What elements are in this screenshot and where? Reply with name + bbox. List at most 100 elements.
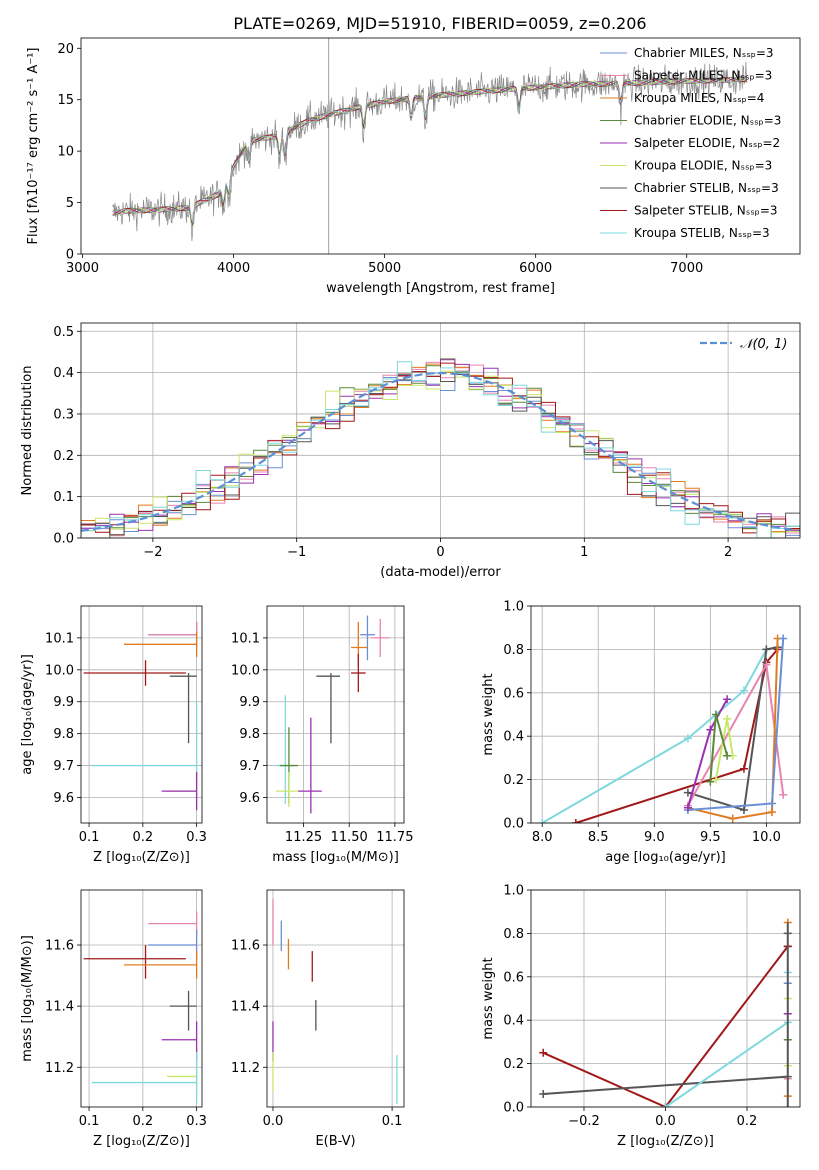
histogram-panel: −2 −1 0 1 2 0.0 0.1 0.2 0.3 0.4 0.5 (data-model)/er… [20,322,801,580]
point-marker-salpeter_elodie [723,695,732,704]
y-tick-label: 1.0 [503,884,524,899]
age-vs-mass-plot-area [276,615,390,814]
axes-frame [80,322,801,539]
x-tick-label: −0.2 [568,1114,600,1129]
point-marker-chabrier_miles [767,799,776,808]
series-line-kroupa_stelib [664,1021,789,1107]
x-tick-label: 7000 [670,261,703,276]
axes-frame [80,37,801,255]
axes-frame [266,889,405,1108]
y-tick-label: 9.8 [53,727,74,742]
x-tick-label: 5000 [368,261,401,276]
x-tick-label: 0.2 [133,830,154,845]
point-marker-kroupa_miles [728,814,737,823]
y-tick-label: 10.0 [45,663,74,678]
y-tick-label: 10.1 [45,631,74,646]
series-line-kroupa_miles [687,638,779,820]
weight-vs-age-panel: 8.0 8.5 9.0 9.5 10.0 0.0 0.2 0.4 0.6 0.8 1.0 age [l… [481,600,801,865]
x-axis-label: wavelength [Angstrom, rest frame] [326,281,555,296]
point-marker-chabrier_elodie [711,710,720,719]
y-tick-label: 9.6 [53,791,74,806]
age-vs-z-panel: 0.1 0.2 0.3 9.6 9.7 9.8 9.9 10.0 10.1 Z [log₁₀(Z/… [20,605,207,865]
series-line-salpeter_miles [687,661,785,807]
y-tick-label: 10 [57,145,74,160]
legend-entry: Chabrier ELODIE, Nₛₛₚ=3 [634,114,781,128]
legend-entry: Kroupa STELIB, Nₛₛₚ=3 [634,226,770,240]
x-tick-label: 11.50 [331,830,368,845]
x-tick-label: 8.0 [532,830,553,845]
y-tick-label: 0.6 [503,686,524,701]
point-marker-chabrier_stelib [762,645,771,654]
model-line-kroupa_stelib [112,77,748,223]
y-tick-label: 5 [66,196,74,211]
x-axis-label: age [log₁₀(age/yr)] [605,850,726,865]
y-tick-label: 0.2 [503,773,524,788]
x-tick-label: 0.1 [79,1114,100,1129]
point-marker-salpeter_miles [762,660,771,669]
point-marker-kroupa_stelib [739,686,748,695]
y-tick-label: 11.2 [231,1061,260,1076]
point-marker-chabrier_stelib [539,1089,548,1098]
histogram-legend: 𝒩(0, 1) [700,337,787,352]
legend-entry: Salpeter MILES, Nₛₛₚ=3 [634,69,772,83]
point-marker-kroupa_stelib [538,819,547,823]
y-tick-label: 10.0 [231,663,260,678]
x-tick-label: 2 [724,545,732,560]
point-marker-chabrier_stelib [683,788,692,797]
point-marker-kroupa_elodie [711,775,720,784]
x-tick-label: 0.3 [186,1114,207,1129]
x-tick-label: −2 [143,545,162,560]
point-marker-salpeter_elodie [706,725,715,734]
x-tick-label: 0.2 [737,1114,758,1129]
x-tick-label: −1 [287,545,306,560]
y-axis-label: Flux [fλ10⁻¹⁷ erg cm⁻² s⁻¹ A⁻¹] [26,48,41,245]
y-tick-label: 10.1 [231,631,260,646]
y-tick-label: 11.2 [45,1061,74,1076]
y-tick-label: 9.7 [239,759,260,774]
x-tick-label: 10.0 [752,830,781,845]
model-line-chabrier_elodie [112,76,748,226]
y-axis-label: mass [log₁₀(M/M⊙)] [20,935,35,1062]
x-axis-label: E(B-V) [315,1134,355,1149]
y-tick-label: 0.1 [53,490,74,505]
x-tick-label: 0.1 [382,1114,403,1129]
point-marker-kroupa_stelib [683,734,692,743]
x-tick-label: 0.2 [133,1114,154,1129]
legend-entry: Kroupa ELODIE, Nₛₛₚ=3 [634,159,772,173]
x-tick-label: 9.5 [700,830,721,845]
y-tick-label: 0.2 [53,449,74,464]
mass-vs-ebv-panel: 0.0 0.1 11.2 11.4 11.6 E(B-V) [231,889,405,1149]
spectrum-plot-area [112,38,748,254]
y-tick-label: 0.4 [503,730,524,745]
x-tick-label: 0.1 [79,830,100,845]
y-tick-label: 0.8 [503,643,524,658]
point-marker-salpeter_stelib [539,1048,548,1057]
y-axis-label: age [log₁₀(age/yr)] [20,654,35,775]
x-tick-label: 4000 [217,261,250,276]
series-line-chabrier_stelib [687,646,778,812]
point-marker-salpeter_miles [779,790,788,799]
age-vs-mass-panel: 11.25 11.50 11.75 9.6 9.7 9.8 9.9 10.0 10.1 mass … [231,605,413,865]
x-tick-label: 11.25 [285,830,322,845]
axes-frame [530,605,801,824]
y-tick-label: 11.6 [231,939,260,954]
y-tick-label: 11.4 [45,1000,74,1015]
x-tick-label: 11.75 [376,830,413,845]
y-tick-label: 0.8 [503,927,524,942]
x-axis-label: (data-model)/error [380,565,501,580]
legend-entry: Salpeter STELIB, Nₛₛₚ=3 [634,204,778,218]
legend-entry: Chabrier MILES, Nₛₛₚ=3 [634,46,774,60]
y-tick-label: 0.0 [53,532,74,547]
point-marker-chabrier_stelib [739,805,748,814]
weight-vs-z-panel: −0.2 0.0 0.2 0.0 0.2 0.4 0.6 0.8 1.0 Z [log₁₀(Z/Z… [481,884,801,1149]
y-tick-label: 9.9 [239,695,260,710]
mass-vs-z-plot-area [83,911,198,1104]
age-vs-z-plot-area [83,621,198,811]
y-tick-label: 0.4 [53,366,74,381]
y-tick-label: 0.4 [503,1014,524,1029]
normal-curve [81,372,798,532]
x-axis-label: Z [log₁₀(Z/Z⊙)] [93,850,190,865]
axes-frame [80,605,203,824]
point-marker-salpeter_stelib [739,764,748,773]
